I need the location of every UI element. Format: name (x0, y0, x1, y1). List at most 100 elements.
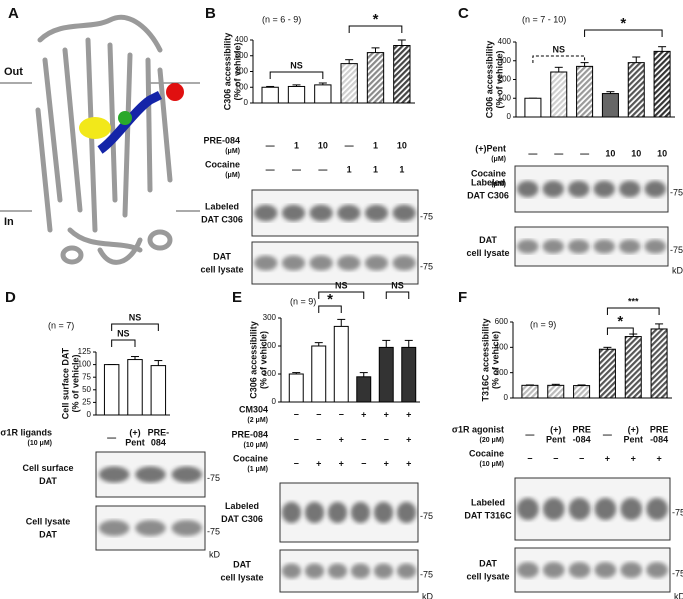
blot-band (620, 497, 643, 521)
blot-frame (279, 482, 419, 543)
blot-band (350, 501, 371, 524)
blot-band (542, 239, 564, 254)
blot-band (337, 204, 361, 222)
blot-band (350, 563, 371, 579)
row-value: — (266, 140, 275, 150)
blot-label: cell lysate (466, 571, 509, 581)
bar (521, 384, 539, 399)
significance-bracket (318, 305, 342, 313)
row-value: -084 (650, 434, 668, 444)
size-marker: -75 (420, 261, 433, 271)
blot-band (135, 466, 166, 483)
row-label: Cocaine (471, 168, 506, 178)
row-label: (2 μM) (247, 417, 268, 424)
blot-band (396, 501, 417, 524)
row-value: Pent (546, 434, 566, 444)
bar (576, 65, 594, 118)
row-value: 10 (318, 140, 328, 150)
significance-bracket (318, 291, 365, 299)
blot-frame (251, 241, 419, 285)
row-value: + (631, 453, 636, 463)
row-value: — (107, 432, 116, 442)
size-marker: -75 (207, 473, 220, 483)
blot-band (568, 562, 591, 578)
blot-label: cell lysate (200, 264, 243, 274)
blot-frame (251, 189, 419, 237)
bar (524, 97, 542, 118)
significance-label: *** (628, 296, 639, 306)
significance-label: * (327, 291, 333, 308)
y-tick-label: 200 (235, 67, 249, 76)
row-value: — (528, 148, 537, 158)
y-tick-label: 200 (498, 75, 512, 84)
blot-band (594, 562, 617, 578)
significance-bracket (269, 71, 324, 79)
y-tick-label: 300 (498, 56, 512, 65)
significance-label: NS (117, 328, 130, 338)
row-value: — (266, 164, 275, 174)
y-axis-label: C306 accessibility (222, 33, 232, 111)
y-tick-label: 0 (272, 397, 277, 406)
size-marker: -75 (670, 187, 683, 197)
panel-letter: D (5, 289, 16, 306)
y-tick-label: 600 (495, 317, 509, 326)
size-marker: -75 (420, 211, 433, 221)
blot-band (593, 239, 615, 254)
blot-band (619, 239, 641, 254)
bar (261, 86, 279, 104)
bar (401, 346, 417, 403)
y-axis-label: (% of vehicle) (494, 50, 504, 108)
bar (601, 93, 619, 118)
blot-label: DAT (39, 529, 57, 539)
protein-structure (35, 14, 173, 265)
blot-band (542, 562, 565, 578)
significance-bracket (111, 323, 159, 331)
sample-size: (n = 7) (48, 320, 74, 330)
y-tick-label: 25 (82, 398, 91, 407)
row-value: — (580, 148, 589, 158)
row-label: Cocaine (469, 448, 504, 458)
blot-band (517, 562, 539, 578)
blot-label: DAT C306 (201, 214, 243, 224)
row-label: σ1R ligands (0, 427, 52, 437)
row-value: -084 (573, 434, 591, 444)
size-marker: -75 (420, 569, 433, 579)
blot-frame (514, 547, 671, 593)
row-value: (+) (628, 424, 639, 434)
row-value: − (294, 458, 299, 468)
row-value: − (527, 453, 532, 463)
row-value: 1 (294, 140, 299, 150)
blot-band (392, 204, 416, 222)
y-tick-label: 300 (263, 313, 277, 322)
bar (103, 364, 120, 416)
blot-band (517, 497, 539, 521)
y-tick-label: 100 (78, 360, 92, 369)
row-label: PRE-084 (231, 429, 268, 439)
bar (333, 325, 349, 403)
row-value: — (345, 140, 354, 150)
sample-size: (n = 6 - 9) (262, 14, 301, 24)
panel-letter: F (458, 289, 467, 306)
row-value: 1 (373, 140, 378, 150)
row-value: 10 (631, 148, 641, 158)
significance-bracket (606, 327, 634, 335)
row-value: − (294, 409, 299, 419)
row-value: + (605, 453, 610, 463)
blot-band (309, 204, 333, 222)
blot-band (568, 497, 591, 521)
blot-band (327, 563, 348, 579)
blot-band (392, 255, 416, 271)
row-value: Pent (125, 437, 145, 447)
row-value: 1 (399, 164, 404, 174)
blot-label: DAT C306 (467, 190, 509, 200)
row-value: − (294, 434, 299, 444)
panel-letter: A (8, 5, 19, 22)
row-label: Cocaine (205, 159, 240, 169)
row-value: 084 (151, 437, 166, 447)
size-marker: -75 (420, 511, 433, 521)
bar (314, 84, 332, 104)
panel-letter: E (232, 289, 242, 306)
